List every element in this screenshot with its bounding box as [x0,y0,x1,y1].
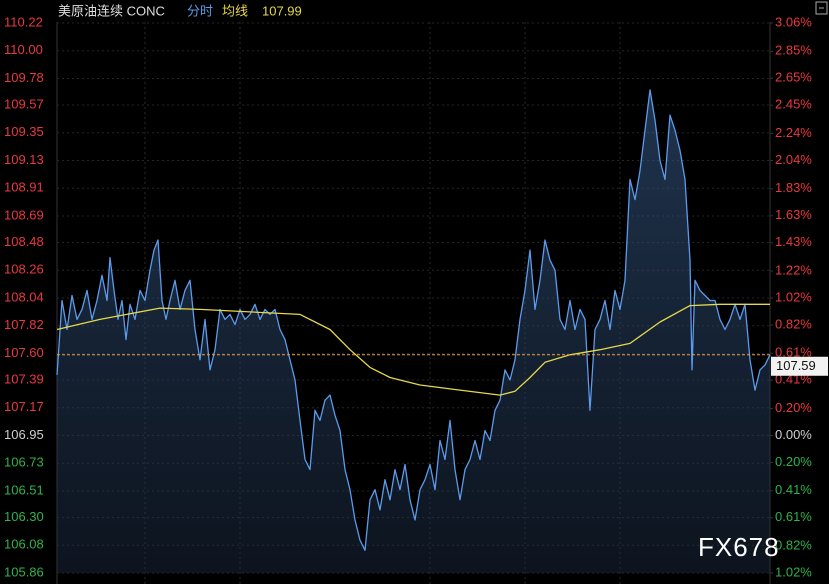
y2-tick-label: 0.00% [775,427,812,442]
y-tick-label: 108.69 [4,207,44,222]
y-tick-label: 107.82 [4,317,44,332]
current-price-box [771,356,828,376]
average-value: 107.99 [262,3,302,18]
legend-entry: 分时 [187,3,213,18]
y2-tick-label: 1.43% [775,234,812,249]
y-tick-label: 106.08 [4,537,44,552]
y-tick-label: 105.86 [4,564,44,579]
y2-tick-label: 0.61% [775,345,812,360]
price-line [56,89,771,551]
y2-tick-label: 2.45% [775,97,812,112]
y-tick-label: 107.17 [4,399,44,414]
price-area [57,89,770,574]
watermark: FX678 [698,532,780,562]
y-tick-label: 109.78 [4,70,44,85]
y2-tick-label: 1.02% [775,289,812,304]
y-tick-label: 108.26 [4,262,44,277]
y2-tick-label: 0.61% [775,509,812,524]
y2-tick-label: 0.82% [775,316,812,331]
y2-tick-label: 1.63% [775,207,812,222]
y-tick-label: 110.00 [4,42,43,57]
y2-tick-label: 2.65% [775,70,812,85]
menu-icon[interactable] [815,1,828,15]
y-tick-label: 110.22 [4,14,43,29]
y2-tick-label: 3.06% [775,14,812,29]
y-tick-label: 108.48 [4,234,44,249]
average-line [56,303,770,396]
horizontal-grid [57,22,770,574]
y-tick-label: 107.60 [4,345,44,360]
current-price-label: 107.59 [776,358,816,373]
y-tick-label: 107.39 [4,371,44,386]
y-tick-label: 109.13 [4,152,44,167]
y-tick-label: 109.57 [4,96,44,111]
y2-tick-label: 1.22% [775,262,812,277]
y-tick-label: 109.35 [4,124,44,139]
y2-tick-label: 0.82% [775,537,812,552]
y2-tick-label: 0.20% [775,454,812,469]
y2-tick-label: 0.20% [775,400,812,415]
y2-tick-label: 2.85% [775,43,812,58]
y2-tick-label: 1.83% [775,180,812,195]
y2-tick-label: 2.04% [775,152,812,167]
y-tick-label: 106.30 [4,509,44,524]
legend-entry: 均线 [222,3,248,18]
y-tick-label: 106.51 [4,482,44,497]
y2-tick-label: 0.41% [775,482,812,497]
y-tick-label: 108.91 [4,180,44,195]
y2-tick-label: 2.24% [775,125,812,140]
chart-title: 美原油连续 CONC [58,3,165,18]
y2-tick-label: 1.02% [775,564,812,579]
y-tick-label: 108.04 [4,289,44,304]
y-tick-label: 106.95 [4,427,44,442]
y-tick-label: 106.73 [4,455,44,470]
